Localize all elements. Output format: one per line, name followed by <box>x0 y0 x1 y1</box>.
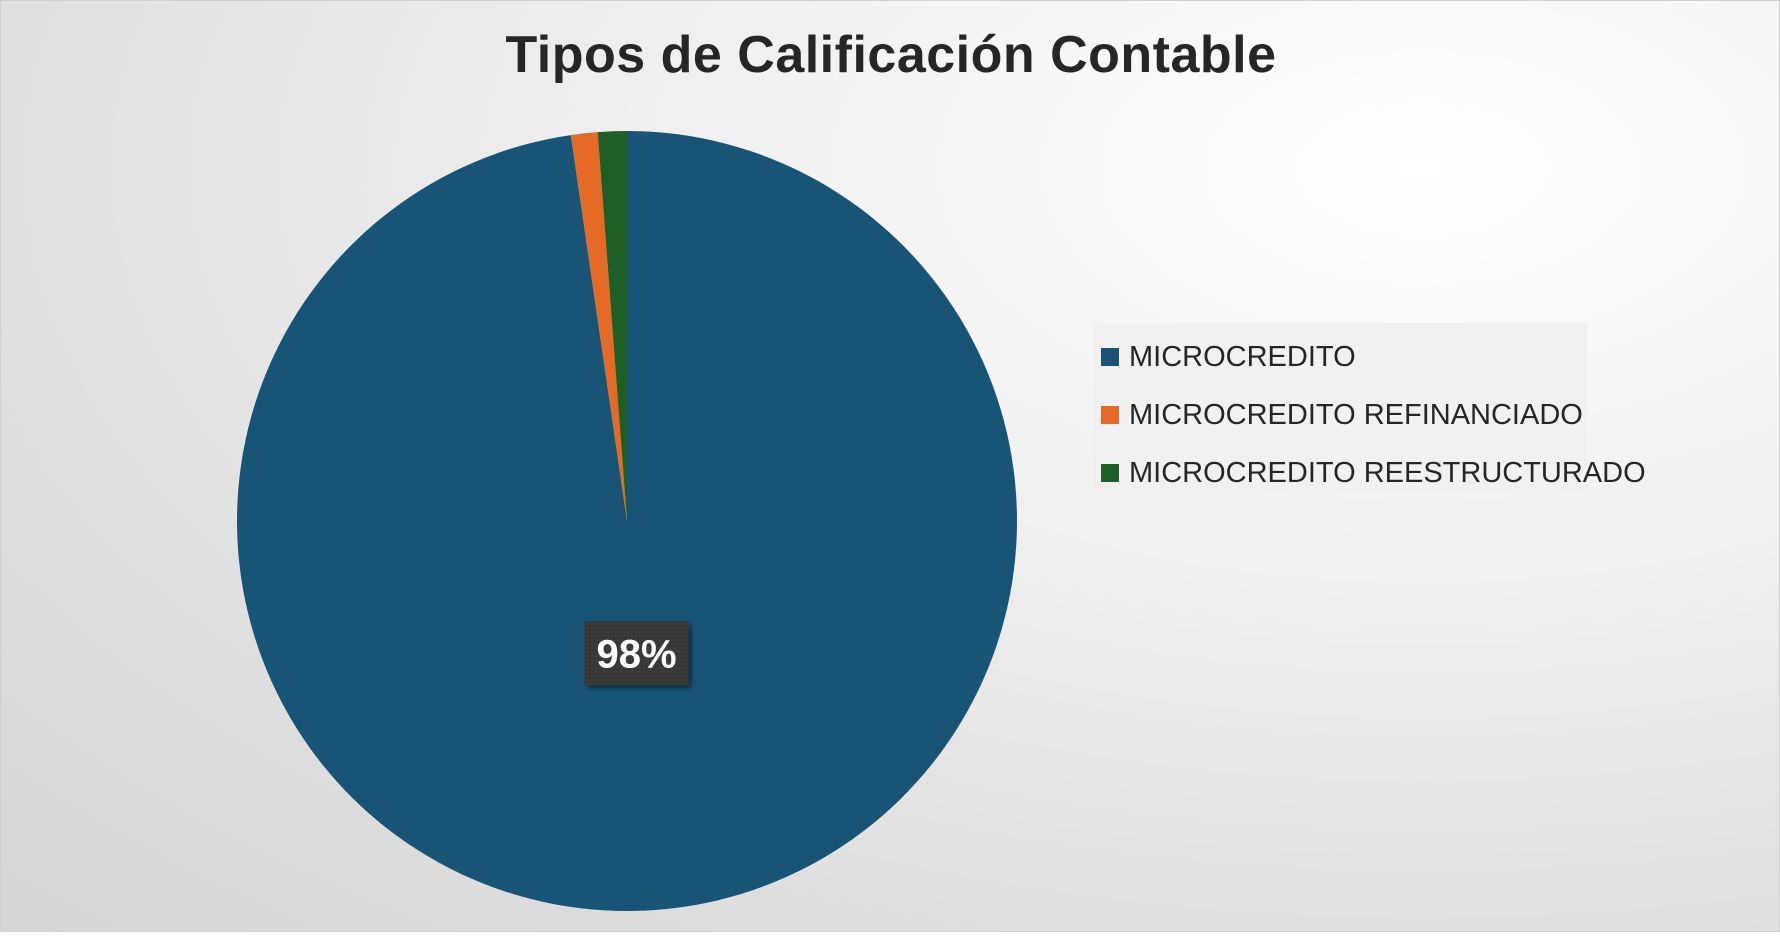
legend-label: MICROCREDITO REFINANCIADO <box>1129 398 1583 431</box>
legend-label: MICROCREDITO REESTRUCTURADO <box>1129 456 1646 489</box>
legend-label: MICROCREDITO <box>1129 340 1356 373</box>
pie-slice-microcredito-reestructurado[interactable] <box>597 131 627 521</box>
legend-item-microcredito-refinanciado: MICROCREDITO REFINANCIADO <box>1101 395 1583 435</box>
legend-item-microcredito: MICROCREDITO <box>1101 337 1356 377</box>
pie-data-labels: 98% <box>584 621 689 686</box>
legend-item-microcredito-reestructurado: MICROCREDITO REESTRUCTURADO <box>1101 453 1646 493</box>
legend: MICROCREDITO MICROCREDITO REFINANCIADO MIC… <box>1093 323 1646 491</box>
pie-slices <box>236 131 1017 911</box>
pie-slice-microcredito[interactable] <box>236 131 1017 911</box>
legend-swatch <box>1101 348 1119 366</box>
data-label-microcredito: 98% <box>584 621 689 686</box>
data-label-box <box>584 621 689 686</box>
chart-title: Tipos de Calificación Contable <box>505 26 1277 84</box>
legend-swatch <box>1101 464 1119 482</box>
legend-swatch <box>1101 406 1119 424</box>
pie-slice-microcredito-refinanciado[interactable] <box>570 132 627 521</box>
data-label-text: 98% <box>597 632 677 676</box>
